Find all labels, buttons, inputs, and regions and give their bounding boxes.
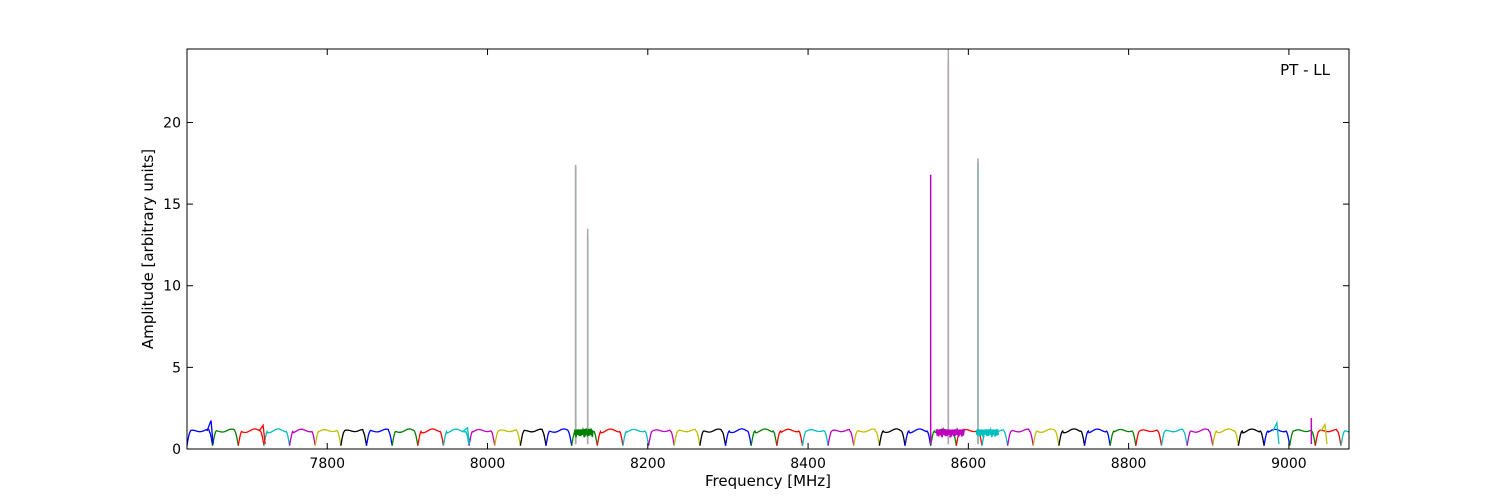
subband-series — [391, 428, 419, 446]
subband-series — [417, 428, 445, 446]
y-tick-label: 20 — [163, 115, 181, 131]
subband-series — [186, 428, 214, 446]
subband-series — [699, 428, 727, 446]
subband-series — [211, 428, 239, 446]
feature-bump — [258, 423, 266, 445]
subband-series — [288, 428, 316, 446]
feature-bump — [463, 426, 471, 445]
subband-series — [494, 428, 522, 446]
subband-series — [622, 428, 650, 446]
y-axis: 0 5 10 15 20 — [163, 115, 1349, 458]
subband-series — [365, 428, 393, 446]
subband-series — [1340, 430, 1350, 446]
subband-series — [673, 428, 701, 446]
subband-series — [1109, 428, 1137, 446]
feature-bump — [1272, 420, 1280, 445]
subband-series — [1314, 428, 1342, 446]
subband-series — [1237, 428, 1265, 446]
noisy-region — [975, 426, 1000, 438]
y-tick-label: 5 — [172, 360, 181, 376]
plot-area — [187, 49, 1349, 449]
subband-series — [1058, 428, 1086, 446]
subband-series — [1083, 428, 1111, 446]
subband-series — [1032, 428, 1060, 446]
x-tick-label: 9000 — [1271, 456, 1307, 472]
noisy-region — [573, 426, 594, 438]
x-tick-label: 8000 — [470, 456, 506, 472]
subband-series — [827, 428, 855, 446]
subband-series — [1186, 428, 1214, 446]
x-tick-label: 7800 — [309, 456, 345, 472]
subband-series — [904, 428, 932, 446]
x-tick-label: 8600 — [951, 456, 987, 472]
subband-series — [724, 428, 752, 446]
subband-series — [545, 428, 573, 446]
subband-series — [647, 429, 675, 446]
y-tick-label: 10 — [163, 279, 181, 295]
plot-frame — [186, 48, 1350, 450]
subband-series — [1006, 428, 1034, 446]
noisy-region — [935, 426, 965, 438]
subband-series — [442, 428, 470, 446]
x-tick-label: 8800 — [1111, 456, 1147, 472]
subband-series — [878, 428, 906, 446]
x-axis-label: Frequency [MHz] — [705, 472, 831, 490]
spike-layer — [573, 49, 1313, 445]
subband-series — [1160, 428, 1188, 446]
y-tick-label: 0 — [172, 442, 181, 458]
subband-series — [596, 428, 624, 446]
x-axis: 7800 8000 8200 8400 8600 8800 9000 — [309, 49, 1307, 472]
x-tick-label: 8400 — [790, 456, 826, 472]
plot-annotation: PT - LL — [1280, 61, 1331, 79]
x-tick-label: 8200 — [630, 456, 666, 472]
subband-series — [1135, 429, 1163, 446]
series-layer — [186, 420, 1350, 446]
y-tick-label: 15 — [163, 197, 181, 213]
feature-bump — [206, 420, 214, 445]
subband-series — [750, 428, 778, 446]
subband-series — [519, 428, 547, 446]
y-axis-label: Amplitude [arbitrary units] — [139, 149, 157, 349]
subband-series — [776, 428, 804, 446]
subband-series — [853, 428, 881, 446]
subband-series — [468, 428, 496, 446]
feature-bump — [1320, 422, 1328, 445]
subband-series — [340, 428, 368, 446]
subband-series — [801, 429, 829, 446]
subband-series — [263, 428, 291, 446]
subband-series — [1212, 428, 1240, 446]
subband-series — [314, 428, 342, 446]
